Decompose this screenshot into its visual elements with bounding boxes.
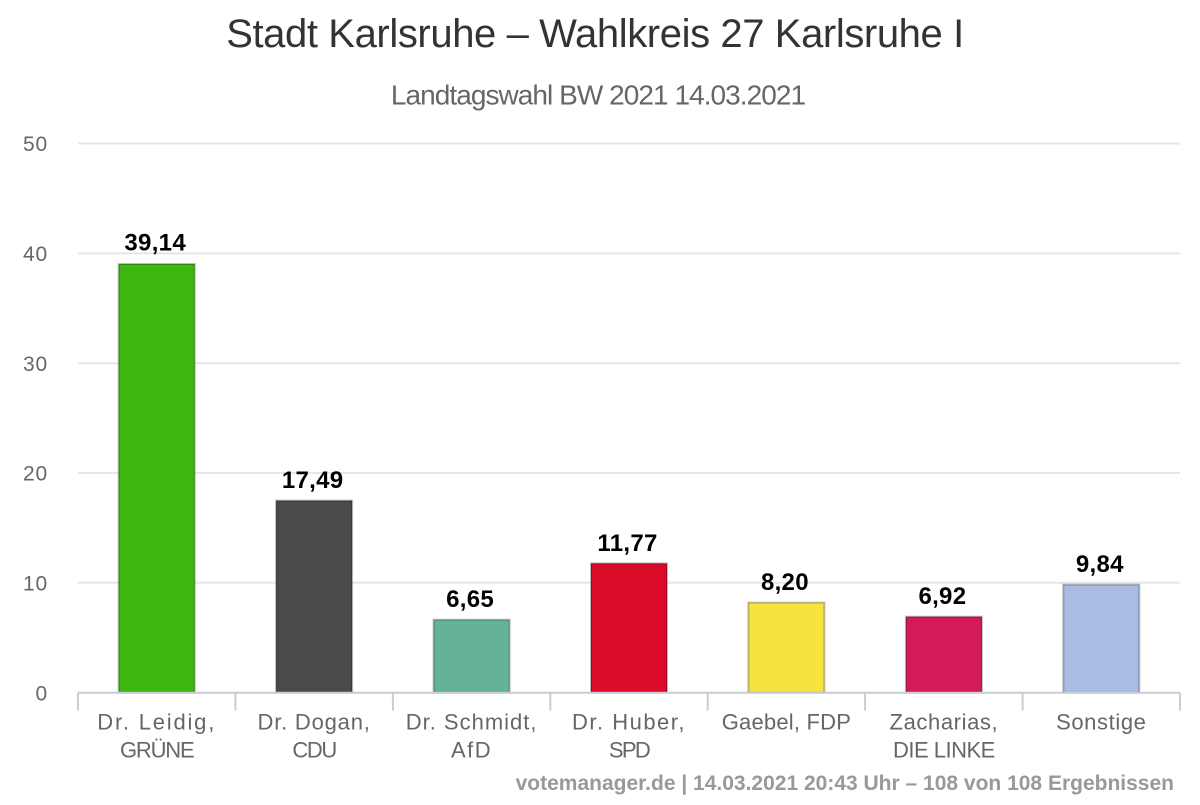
svg-text:CDU: CDU: [292, 737, 336, 762]
svg-text:AfD: AfD: [451, 737, 492, 762]
svg-text:6,92: 6,92: [918, 583, 966, 610]
svg-text:Gaebel, FDP: Gaebel, FDP: [722, 710, 851, 735]
svg-text:Stadt Karlsruhe – Wahlkreis 27: Stadt Karlsruhe – Wahlkreis 27 Karlsruhe…: [226, 12, 964, 56]
svg-text:SPD: SPD: [609, 737, 650, 762]
svg-text:50: 50: [23, 133, 48, 156]
svg-text:DIE LINKE: DIE LINKE: [893, 737, 995, 762]
svg-text:11,77: 11,77: [597, 530, 657, 557]
svg-text:Dr. Schmidt,: Dr. Schmidt,: [406, 710, 538, 735]
svg-text:39,14: 39,14: [124, 229, 186, 256]
svg-text:6,65: 6,65: [446, 586, 494, 613]
svg-text:GRÜNE: GRÜNE: [120, 737, 194, 762]
svg-text:Dr. Huber,: Dr. Huber,: [572, 710, 686, 735]
svg-text:Dr. Leidig,: Dr. Leidig,: [97, 710, 216, 735]
svg-text:Sonstige: Sonstige: [1056, 710, 1146, 735]
svg-text:9,84: 9,84: [1076, 551, 1124, 578]
svg-text:Zacharias,: Zacharias,: [890, 710, 999, 735]
svg-text:10: 10: [23, 573, 48, 596]
svg-text:40: 40: [23, 243, 48, 266]
svg-text:8,20: 8,20: [761, 569, 809, 596]
svg-text:17,49: 17,49: [282, 467, 344, 494]
svg-text:Landtagswahl BW 2021 14.03.202: Landtagswahl BW 2021 14.03.2021: [391, 80, 806, 111]
svg-text:Dr. Dogan,: Dr. Dogan,: [258, 710, 371, 735]
svg-text:30: 30: [23, 353, 48, 376]
svg-text:20: 20: [23, 463, 48, 486]
svg-text:0: 0: [36, 682, 48, 705]
svg-text:votemanager.de | 14.03.2021 20: votemanager.de | 14.03.2021 20:43 Uhr – …: [516, 772, 1174, 795]
